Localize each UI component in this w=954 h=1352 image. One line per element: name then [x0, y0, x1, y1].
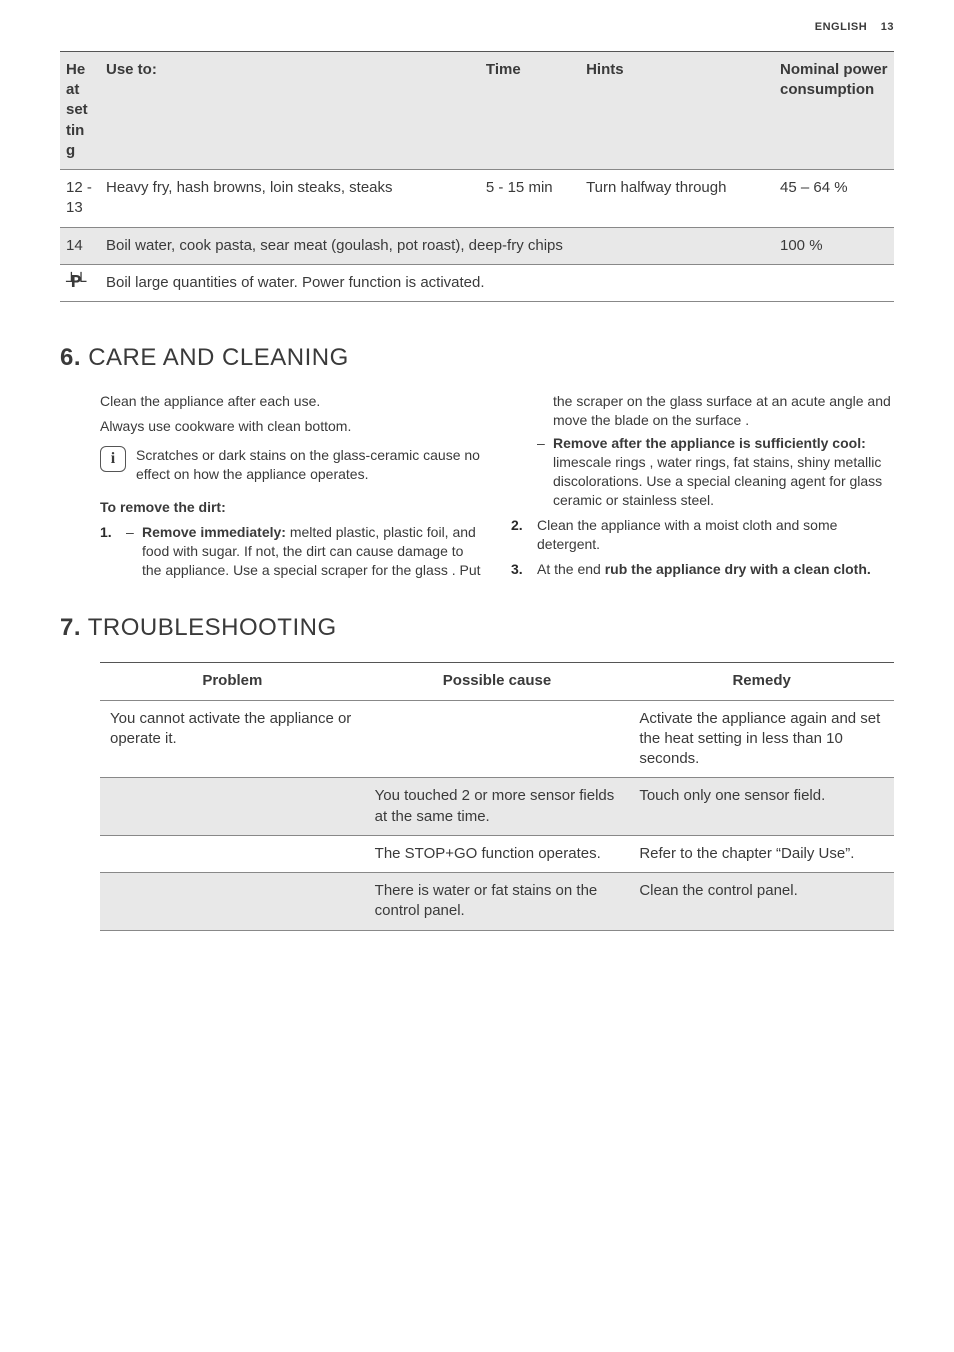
care-step-3: At the end rub the appliance dry with a … — [511, 560, 894, 579]
remove-immediately-label: Remove immediately: — [142, 524, 286, 540]
col-header-setting: He at set tin g — [60, 51, 100, 169]
remove-after-cool-text: limescale rings , water rings, fat stain… — [553, 454, 882, 508]
col-header-power: Nominal power consump­tion — [774, 51, 894, 169]
info-text: Scratches or dark stains on the glass-ce… — [136, 446, 483, 484]
cell-cause: There is water or fat stains on the cont… — [365, 873, 630, 931]
col-header-hints: Hints — [580, 51, 774, 169]
table-row: You cannot activate the appliance or ope… — [100, 700, 894, 778]
cell-time: 5 - 15 min — [480, 170, 580, 228]
section-number: 7. — [60, 614, 81, 641]
table-header-row: Problem Possible cause Remedy — [100, 663, 894, 700]
power-glyph-icon: ┘P└ — [66, 274, 80, 292]
care-step-3-bold: rub the appliance dry with a clean cloth… — [605, 561, 871, 577]
care-columns: Clean the appliance after each use. Alwa… — [100, 392, 894, 582]
col-header-problem: Problem — [100, 663, 365, 700]
cell-cause: You touched 2 or more sensor fields at t… — [365, 778, 630, 836]
section-title: CARE AND CLEANING — [88, 344, 349, 371]
section-number: 6. — [60, 344, 81, 371]
section-heading-care: 6. CARE AND CLEANING — [60, 342, 894, 374]
table-row: 14 Boil water, cook pasta, sear meat (go… — [60, 227, 894, 264]
cooking-table: He at set tin g Use to: Time Hints Nomin… — [60, 51, 894, 302]
cell-remedy: Refer to the chapter “Dai­ly Use”. — [629, 835, 894, 872]
cell-setting: 14 — [60, 227, 100, 264]
cell-remedy: Clean the control panel. — [629, 873, 894, 931]
col-header-use: Use to: — [100, 51, 480, 169]
col-header-time: Time — [480, 51, 580, 169]
cell-remedy: Activate the appliance again and set the… — [629, 700, 894, 778]
cell-power-icon: ┘P└ — [60, 264, 100, 301]
care-intro-1: Clean the appliance after each use. — [100, 392, 483, 411]
page-lang: ENGLISH — [815, 21, 867, 33]
cell-setting: 12 - 13 — [60, 170, 100, 228]
col-header-remedy: Remedy — [629, 663, 894, 700]
cell-cause: The STOP+GO function operates. — [365, 835, 630, 872]
cell-span-text: Boil water, cook pasta, sear meat (goula… — [100, 227, 774, 264]
table-row: ┘P└ Boil large quantities of water. Powe… — [60, 264, 894, 301]
cell-power: 100 % — [774, 227, 894, 264]
page-header: ENGLISH 13 — [60, 20, 894, 35]
table-row: You touched 2 or more sensor fields at t… — [100, 778, 894, 836]
care-step-1b: Remove after the appliance is sufficient… — [553, 434, 894, 510]
dirt-subhead: To remove the dirt: — [100, 498, 483, 517]
cell-full-text: Boil large quantities of water. Power fu… — [100, 264, 894, 301]
cell-use: Heavy fry, hash browns, loin steaks, ste… — [100, 170, 480, 228]
cell-problem: You cannot activate the appliance or ope… — [100, 700, 365, 778]
care-intro-2: Always use cookware with clean bottom. — [100, 417, 483, 436]
table-row: The STOP+GO function operates. Refer to … — [100, 835, 894, 872]
remove-after-cool-label: Remove after the appliance is sufficient… — [553, 435, 866, 451]
cell-problem — [100, 778, 365, 836]
cell-remedy: Touch only one sensor field. — [629, 778, 894, 836]
care-step-2: Clean the appliance with a moist cloth a… — [511, 516, 894, 554]
care-step-3-pre: At the end — [537, 561, 605, 577]
section-heading-trouble: 7. TROUBLESHOOTING — [60, 612, 894, 644]
cell-problem — [100, 873, 365, 931]
table-row: There is water or fat stains on the cont… — [100, 873, 894, 931]
info-box: i Scratches or dark stains on the glass-… — [100, 446, 483, 484]
cell-power: 45 – 64 % — [774, 170, 894, 228]
section-title: TROUBLESHOOTING — [88, 614, 337, 641]
cell-hints: Turn halfway through — [580, 170, 774, 228]
info-icon: i — [100, 446, 126, 472]
table-row: 12 - 13 Heavy fry, hash browns, loin ste… — [60, 170, 894, 228]
cell-cause — [365, 700, 630, 778]
cell-problem — [100, 835, 365, 872]
table-header-row: He at set tin g Use to: Time Hints Nomin… — [60, 51, 894, 169]
troubleshooting-table: Problem Possible cause Remedy You cannot… — [100, 662, 894, 930]
col-header-cause: Possible cause — [365, 663, 630, 700]
page-number: 13 — [881, 21, 894, 33]
